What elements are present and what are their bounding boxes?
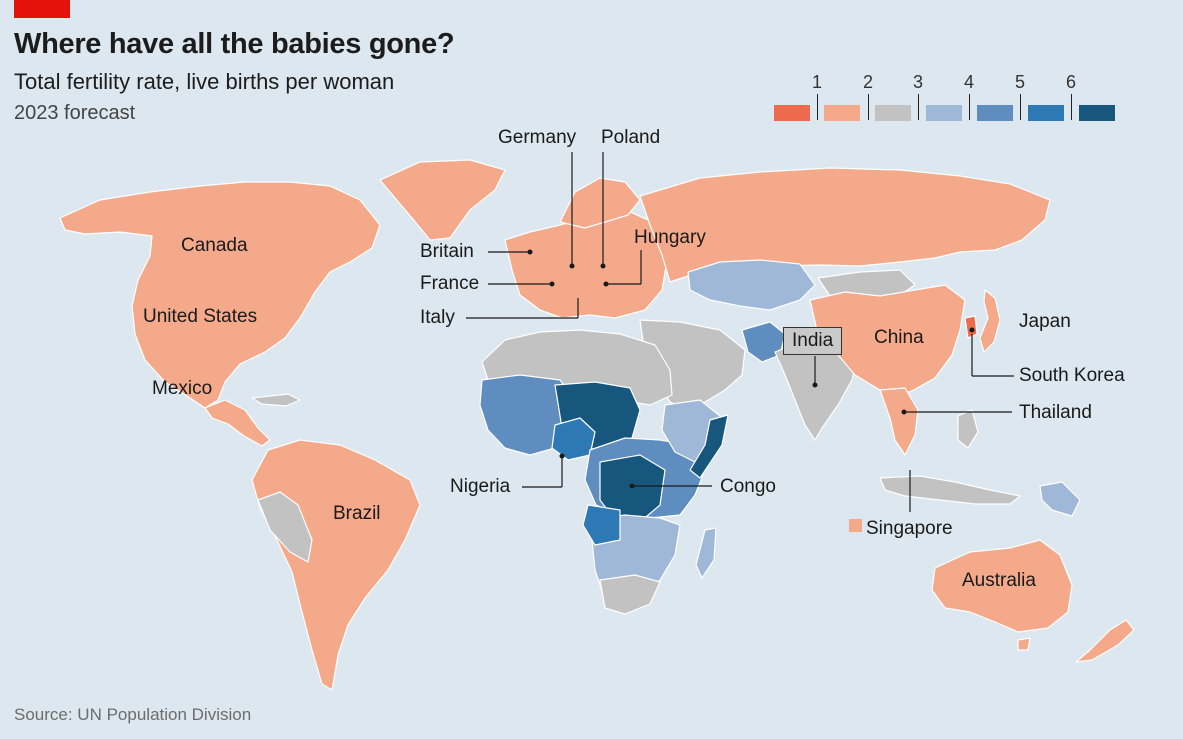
region-indonesia	[879, 475, 1021, 505]
legend-divider	[918, 94, 919, 120]
label-france: France	[420, 273, 480, 294]
region-south-africa	[599, 574, 661, 615]
marker-hungary	[603, 281, 609, 287]
singapore-swatch	[849, 519, 862, 532]
marker-south-korea	[969, 327, 975, 333]
marker-germany	[569, 263, 575, 269]
label-germany: Germany	[498, 127, 577, 148]
label-japan: Japan	[1019, 311, 1071, 332]
label-hungary: Hungary	[634, 227, 706, 248]
color-legend: 1 2 3 4 5 6	[772, 72, 1122, 128]
label-south-korea: South Korea	[1019, 365, 1125, 386]
region-angola	[582, 504, 621, 546]
label-nigeria: Nigeria	[450, 476, 511, 497]
marker-france	[549, 281, 555, 287]
marker-poland	[600, 263, 606, 269]
legend-swatch-5-6	[1028, 105, 1064, 121]
region-china	[809, 284, 966, 393]
legend-swatch-4-5	[977, 105, 1013, 121]
legend-tick: 1	[811, 72, 822, 92]
marker-britain	[527, 249, 533, 255]
region-papua-new-guinea	[1039, 481, 1081, 517]
legend-divider	[1020, 94, 1021, 120]
region-andes	[257, 491, 313, 563]
chart-title: Where have all the babies gone?	[14, 28, 455, 60]
legend-swatch-3-4	[926, 105, 962, 121]
region-scandinavia	[559, 177, 641, 229]
label-britain: Britain	[420, 241, 474, 262]
legend-divider	[1071, 94, 1072, 120]
label-thailand: Thailand	[1019, 402, 1092, 423]
label-australia: Australia	[962, 570, 1036, 591]
region-madagascar	[695, 527, 717, 579]
region-russia	[639, 167, 1051, 283]
brand-tag	[14, 0, 70, 18]
region-new-zealand	[1075, 619, 1135, 663]
chart-subtitle: Total fertility rate, live births per wo…	[14, 69, 395, 94]
forecast-note: 2023 forecast	[14, 102, 136, 124]
legend-tick: 2	[862, 72, 873, 92]
label-united-states: United States	[143, 306, 258, 327]
legend-swatch-above-6	[1079, 105, 1115, 121]
label-singapore: Singapore	[866, 518, 953, 539]
region-central-asia	[687, 259, 816, 311]
label-brazil: Brazil	[333, 503, 381, 524]
label-china: China	[874, 327, 924, 348]
marker-india	[812, 382, 818, 388]
region-caribbean	[251, 393, 301, 407]
marker-congo	[629, 483, 635, 489]
legend-divider	[969, 94, 970, 120]
region-greenland	[379, 159, 506, 241]
region-central-america	[204, 399, 271, 447]
legend-swatch-1-2	[824, 105, 860, 121]
legend-tick: 4	[963, 72, 974, 92]
region-north-america	[59, 181, 381, 409]
source-note: Source: UN Population Division	[14, 705, 252, 724]
legend-swatch-below-1	[774, 105, 810, 121]
legend-tick: 6	[1065, 72, 1076, 92]
region-japan	[979, 289, 1001, 353]
region-south-america	[251, 439, 421, 691]
region-south-korea	[964, 315, 978, 339]
region-philippines	[957, 409, 979, 449]
label-poland: Poland	[601, 127, 661, 148]
label-italy: Italy	[420, 307, 455, 328]
legend-divider	[868, 94, 869, 120]
region-tasmania	[1017, 637, 1031, 651]
marker-thailand	[901, 409, 907, 415]
marker-nigeria	[559, 453, 565, 459]
legend-tick: 3	[912, 72, 923, 92]
region-somalia	[689, 414, 729, 479]
label-congo: Congo	[720, 476, 776, 497]
region-australia	[931, 539, 1073, 633]
legend-tick: 5	[1014, 72, 1025, 92]
region-congo	[599, 454, 666, 523]
legend-swatch-2-3	[875, 105, 911, 121]
region-southeast-asia	[879, 387, 919, 456]
label-mexico: Mexico	[152, 378, 213, 399]
label-india: India	[783, 327, 843, 355]
legend-divider	[817, 94, 818, 120]
label-canada: Canada	[181, 235, 248, 256]
